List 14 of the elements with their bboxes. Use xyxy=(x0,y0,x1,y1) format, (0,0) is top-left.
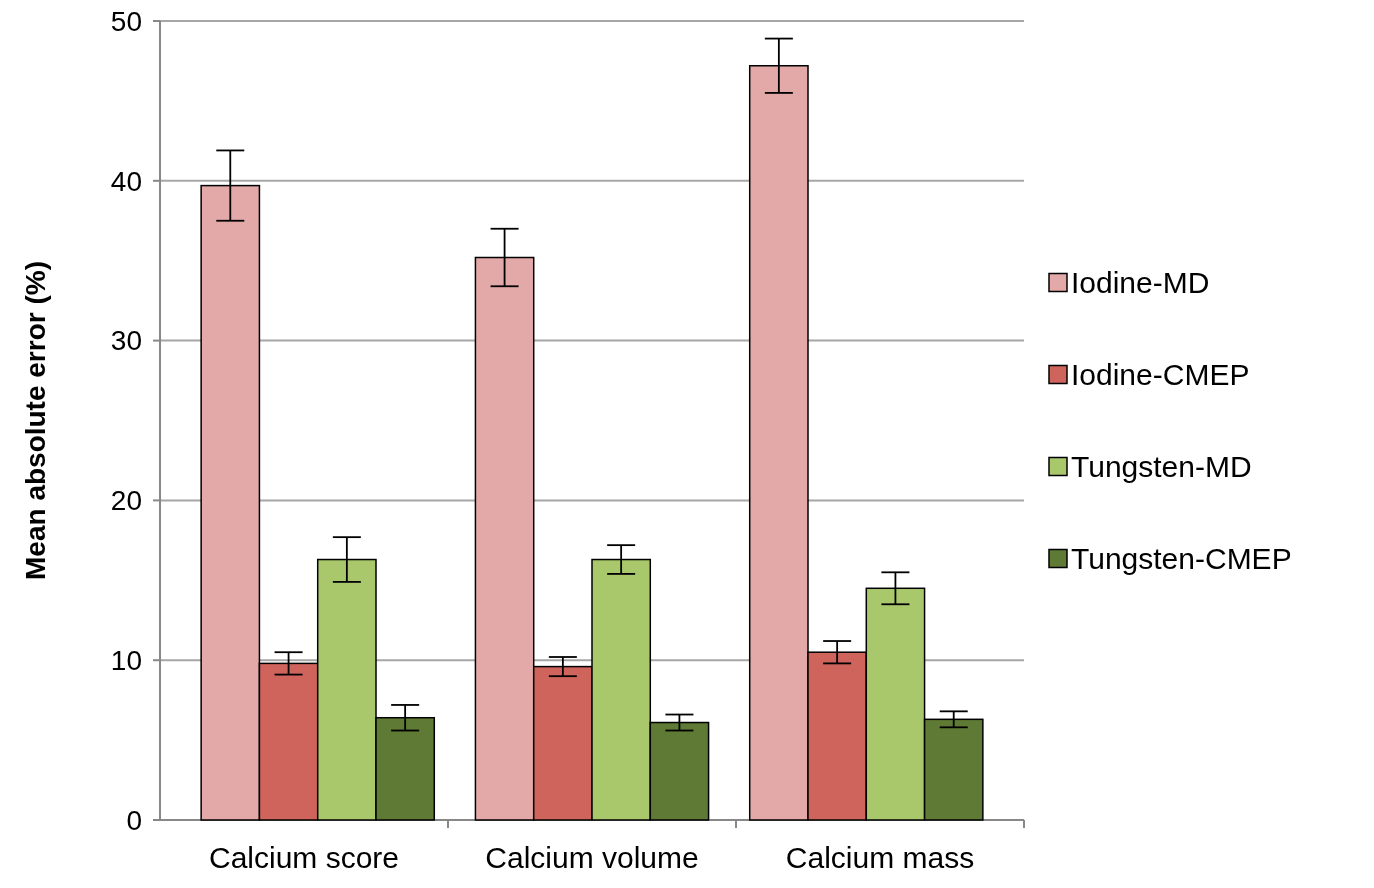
y-tick-label: 0 xyxy=(126,804,142,836)
y-tick-label: 20 xyxy=(110,485,142,517)
y-axis-title: Mean absolute error (%) xyxy=(20,261,51,580)
x-tick-label: Calcium mass xyxy=(785,841,975,874)
legend-label: Iodine-MD xyxy=(1071,266,1210,299)
y-tick-label: 40 xyxy=(110,165,142,197)
legend-label: Iodine-CMEP xyxy=(1071,358,1250,391)
legend-label: Tungsten-CMEP xyxy=(1071,542,1292,575)
x-tick-label: Calcium volume xyxy=(485,841,699,874)
legend-label: Tungsten-MD xyxy=(1071,450,1252,483)
y-tick-label: 10 xyxy=(110,645,142,676)
x-tick-label: Calcium score xyxy=(208,841,400,874)
y-tick-label: 30 xyxy=(110,325,142,357)
y-tick-label: 50 xyxy=(110,5,142,37)
